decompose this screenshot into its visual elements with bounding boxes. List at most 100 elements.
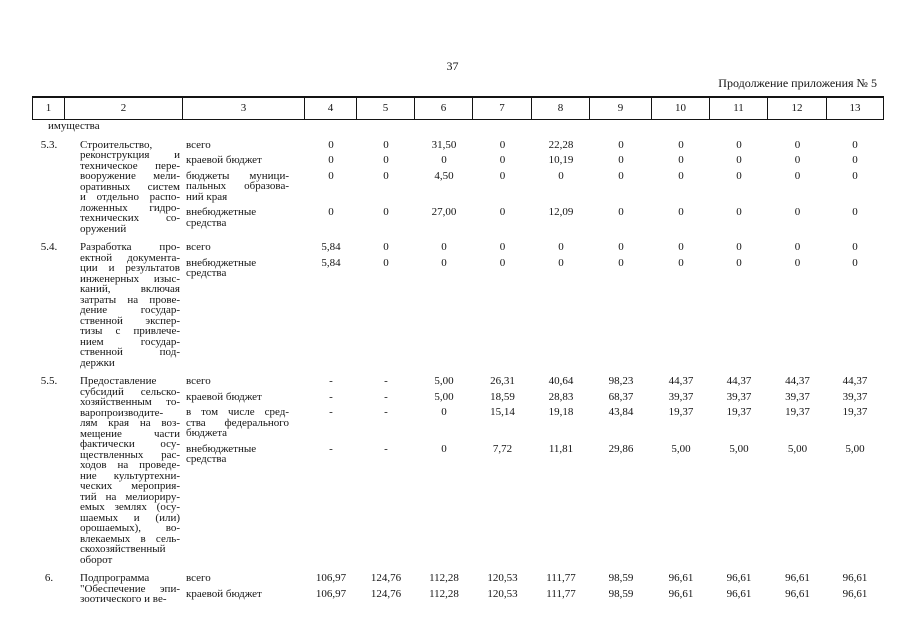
cell-value: 0	[499, 169, 506, 182]
table-row-group: 5.5. Предоставление субсидий сельско-хозяй…	[33, 376, 883, 565]
cell-value: 5,00	[729, 442, 749, 455]
text-line: дение государ-	[80, 304, 180, 316]
cell-value: 0	[794, 154, 801, 166]
cell-value: 124,76	[370, 572, 402, 584]
text-line: ции и результатов	[80, 262, 180, 274]
cell-value: 0	[736, 154, 742, 166]
cell-value: 0	[441, 406, 447, 418]
funding-source-label: краевой бюджет	[183, 390, 305, 403]
cell-value: 5,84	[321, 256, 341, 269]
cell-value: 0	[499, 206, 506, 218]
cell-value: 111,77	[546, 587, 576, 600]
funding-source-label: всего	[183, 376, 305, 387]
column-header-9: 9	[590, 98, 652, 119]
cell-value: 124,76	[370, 587, 402, 600]
text-line: фактически осу-	[80, 438, 180, 450]
cell-value: 43,84	[608, 406, 634, 418]
column-header-2: 2	[65, 98, 183, 119]
text-line: мещение части	[80, 427, 180, 440]
cell-value: 0	[558, 256, 564, 269]
funding-rows: всего 106,97 124,76 112,28 120,53 111,77 98,59…	[183, 573, 883, 599]
cell-value: 0	[328, 206, 334, 218]
table-row-group: имущества	[33, 121, 883, 132]
text-line: оративных систем	[80, 180, 180, 193]
text-line: в том числе сред-	[186, 406, 289, 418]
text-line: варопроизводите-	[80, 406, 164, 419]
cell-value: -	[384, 442, 388, 455]
cell-value: 0	[383, 169, 389, 182]
cell-value: 19,37	[668, 406, 694, 418]
continuation-label: Продолжение приложения № 5	[718, 76, 877, 90]
column-header-4: 4	[305, 98, 357, 119]
cell-value: 4,50	[434, 169, 454, 182]
text-line: имущества	[48, 120, 100, 132]
row-number: 5.5.	[40, 375, 58, 387]
text-line: тий на мелиориру-	[80, 490, 180, 503]
cell-value: 68,37	[608, 390, 634, 403]
cell-value: 44,37	[842, 375, 868, 387]
cell-value: 96,61	[668, 572, 694, 584]
cell-value: 0	[794, 241, 801, 253]
text-line: затраты на прове-	[80, 293, 180, 306]
text-line: всего	[186, 375, 211, 387]
cell-value: 0	[499, 256, 506, 269]
cell-value: 0	[678, 241, 684, 253]
text-line: оружений	[80, 222, 127, 235]
row-description: Предоставление субсидий сельско-хозяйстве…	[65, 376, 183, 565]
text-line: пальных образова-	[186, 180, 289, 192]
text-line: краевой бюджет	[186, 390, 262, 403]
cell-value: 0	[441, 241, 447, 253]
text-line: бюджеты муници-	[186, 169, 289, 182]
text-line: Строительство,	[80, 138, 153, 151]
text-line: техническое пере-	[80, 159, 180, 172]
cell-value: 19,37	[842, 406, 868, 418]
cell-value: 96,61	[668, 587, 694, 600]
text-line: ства федерального	[186, 416, 289, 429]
cell-value: 44,37	[668, 375, 694, 387]
text-line: всего	[186, 572, 211, 584]
text-line: оборот	[80, 553, 113, 566]
funding-source-label: внебюджетные средства	[183, 207, 305, 228]
cell-value: -	[329, 406, 333, 418]
cell-value: 0	[736, 138, 742, 151]
funding-source-label: краевой бюджет	[183, 588, 305, 600]
funding-source-label: всего	[183, 573, 305, 584]
text-line: технических со-	[80, 212, 180, 224]
cell-value: 0	[794, 138, 801, 151]
text-line: всего	[186, 138, 211, 151]
cell-value: 0	[499, 241, 506, 253]
text-line: "Обеспечение эпи-	[80, 582, 180, 595]
cell-value: 0	[794, 256, 801, 269]
cell-value: 0	[852, 256, 858, 269]
cell-value: 11,81	[548, 442, 574, 455]
funding-rows: всего 5,84 0 0 0 0 0 0 0 0 0 внебюджетные средства 5,…	[183, 242, 883, 279]
text-line: Подпрограмма	[80, 572, 150, 584]
text-line: внебюджетные	[186, 442, 257, 455]
cell-value: 27,00	[431, 206, 457, 218]
cell-value: 98,59	[608, 572, 634, 584]
funding-source-label: внебюджетные средства	[183, 257, 305, 279]
cell-value: 12,09	[548, 206, 574, 218]
cell-value: 96,61	[726, 587, 752, 600]
cell-value: 0	[618, 256, 624, 269]
cell-value: 39,37	[842, 390, 868, 403]
text-line: орошаемых), во-	[80, 522, 180, 534]
text-line: скохозяйственный	[80, 543, 166, 555]
cell-value: 0	[678, 138, 684, 151]
cell-value: 5,84	[321, 241, 341, 253]
text-line: ществленных рас-	[80, 448, 180, 461]
cell-value: 0	[618, 154, 624, 166]
text-line: ственной под-	[80, 346, 180, 358]
column-header-8: 8	[532, 98, 590, 119]
text-line: ложенных гидро-	[80, 201, 180, 214]
text-line: средства	[186, 267, 227, 279]
text-line: ние культуртехни-	[80, 469, 180, 482]
text-line: нием государ-	[80, 335, 180, 348]
cell-value: 98,23	[608, 375, 634, 387]
cell-value: 28,83	[548, 390, 574, 403]
text-line: и отдельно распо-	[80, 191, 180, 203]
cell-value: 5,00	[787, 442, 808, 455]
cell-value: 0	[328, 169, 334, 182]
text-line: шаемых и (или)	[80, 511, 180, 524]
text-line: ческих мероприя-	[80, 480, 180, 492]
